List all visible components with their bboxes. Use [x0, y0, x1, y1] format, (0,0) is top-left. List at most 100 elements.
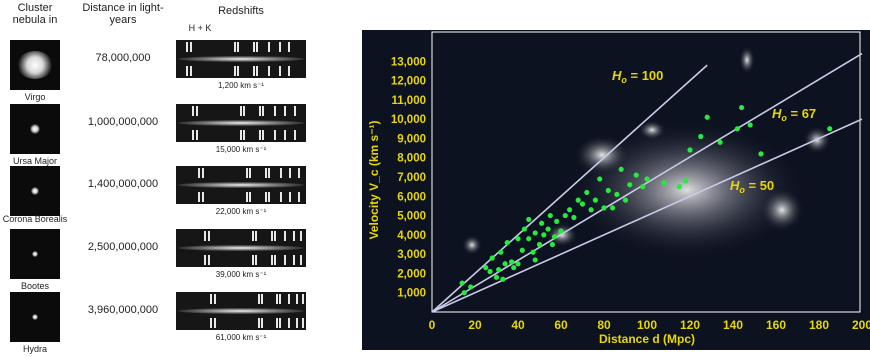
cluster-header: Cluster nebula in	[12, 2, 58, 26]
data-point	[717, 139, 723, 145]
data-point	[526, 216, 532, 223]
data-point	[627, 182, 633, 188]
distance-header: Distance in light-years	[82, 2, 164, 26]
data-point	[610, 205, 616, 211]
fit-line-label: Ho = 50	[730, 178, 774, 195]
galaxy-glow	[574, 135, 630, 175]
data-point	[461, 290, 467, 296]
data-point	[536, 241, 543, 248]
data-point	[532, 230, 538, 236]
cluster-distance: 1,000,000,000	[87, 116, 159, 128]
data-point	[592, 197, 598, 203]
x-tick-label: 80	[597, 318, 611, 332]
x-tick-label: 40	[511, 318, 525, 332]
redshifts-header: Redshifts	[218, 5, 264, 17]
data-point	[562, 212, 568, 219]
data-point	[601, 205, 607, 211]
data-point	[687, 147, 693, 153]
spectrum-strip	[176, 292, 306, 330]
data-point	[588, 207, 594, 213]
data-point	[597, 176, 603, 182]
data-point	[633, 172, 639, 178]
data-point	[827, 126, 833, 132]
data-point	[468, 284, 474, 290]
galaxy-glow	[739, 46, 755, 74]
y-axis-label: Velocity V_c (km s⁻¹)	[367, 120, 381, 239]
data-point	[502, 261, 508, 267]
cluster-name: Corona Borealis	[2, 214, 68, 224]
hubble-fit-line	[431, 64, 708, 313]
x-tick-label: 160	[766, 318, 786, 332]
cluster-name: Hydra	[22, 344, 47, 354]
spectrum-strip	[176, 104, 306, 142]
x-tick-label: 0	[429, 318, 436, 332]
cluster-name: Ursa Major	[12, 156, 57, 166]
data-point	[526, 236, 532, 242]
x-tick-label: 180	[809, 318, 829, 332]
y-tick-label: 8,000	[397, 153, 426, 165]
data-point	[640, 184, 646, 190]
data-point	[734, 126, 740, 132]
data-point	[459, 280, 465, 286]
data-point	[515, 261, 521, 267]
plot-frame	[431, 31, 861, 313]
cluster-distance: 2,500,000,000	[87, 241, 159, 253]
y-tick-label: 9,000	[397, 133, 426, 145]
data-point	[483, 265, 489, 271]
data-point	[489, 255, 495, 261]
x-axis-label: Distance d (Mpc)	[599, 332, 695, 346]
data-point	[541, 232, 547, 238]
data-point	[493, 274, 500, 280]
data-point	[547, 212, 553, 219]
y-tick-label: 12,000	[391, 76, 426, 88]
hk-label: H + K	[188, 23, 212, 33]
x-tick-label: 200	[852, 318, 870, 332]
fit-line-label: Ho = 100	[612, 68, 663, 85]
cluster-row: Ursa Major 1,000,000,000 15,000 km s⁻¹	[0, 104, 345, 169]
galaxy-glow	[638, 120, 666, 140]
y-tick-label: 3,000	[397, 249, 426, 261]
data-point	[545, 226, 551, 232]
data-point	[661, 180, 667, 186]
hubble-diagram-chart: Ho = 100 Ho = 67 Ho = 50 1,000 2,000 3,000 4,0…	[362, 30, 870, 350]
data-point	[496, 266, 502, 273]
y-tick-label: 4,000	[397, 230, 426, 242]
hubble-diagram-panel: Ho = 100 Ho = 67 Ho = 50 1,000 2,000 3,000 4,0…	[362, 0, 870, 350]
spectrum-strip	[176, 229, 306, 267]
nebula-image	[10, 104, 60, 154]
data-point	[739, 104, 745, 111]
galaxy-glow	[462, 235, 482, 255]
data-point	[579, 201, 586, 207]
data-point	[622, 197, 629, 203]
x-tick-label: 60	[554, 318, 568, 332]
data-point	[605, 187, 611, 194]
data-point	[504, 239, 510, 246]
spectrum-strip	[176, 40, 306, 78]
nebula-image	[10, 40, 60, 90]
data-point	[676, 184, 682, 190]
y-tick-label: 2,000	[397, 268, 426, 280]
data-point	[519, 247, 525, 253]
y-tick-label: 5,000	[397, 211, 426, 223]
data-point	[644, 176, 650, 182]
data-point	[618, 166, 624, 172]
cluster-name: Bootes	[20, 281, 50, 291]
data-point	[515, 236, 521, 242]
cluster-distance: 1,400,000,000	[87, 178, 159, 190]
recession-velocity: 61,000 km s⁻¹	[215, 333, 267, 342]
data-point	[614, 191, 620, 197]
cluster-distance: 3,960,000,000	[87, 304, 159, 316]
data-point	[521, 226, 528, 232]
y-tick-label: 7,000	[397, 172, 426, 184]
recession-velocity: 22,000 km s⁻¹	[215, 207, 267, 216]
galaxy-glow	[760, 188, 804, 232]
cluster-row: Hydra 3,960,000,000 61,000 km s⁻¹	[0, 292, 345, 357]
data-point	[539, 220, 545, 226]
data-point	[487, 268, 493, 275]
data-point	[584, 189, 590, 196]
hubble-fit-line	[431, 52, 863, 313]
data-point	[551, 234, 558, 240]
data-point	[500, 276, 506, 282]
y-tick-label: 13,000	[391, 56, 426, 68]
data-point	[532, 257, 538, 263]
